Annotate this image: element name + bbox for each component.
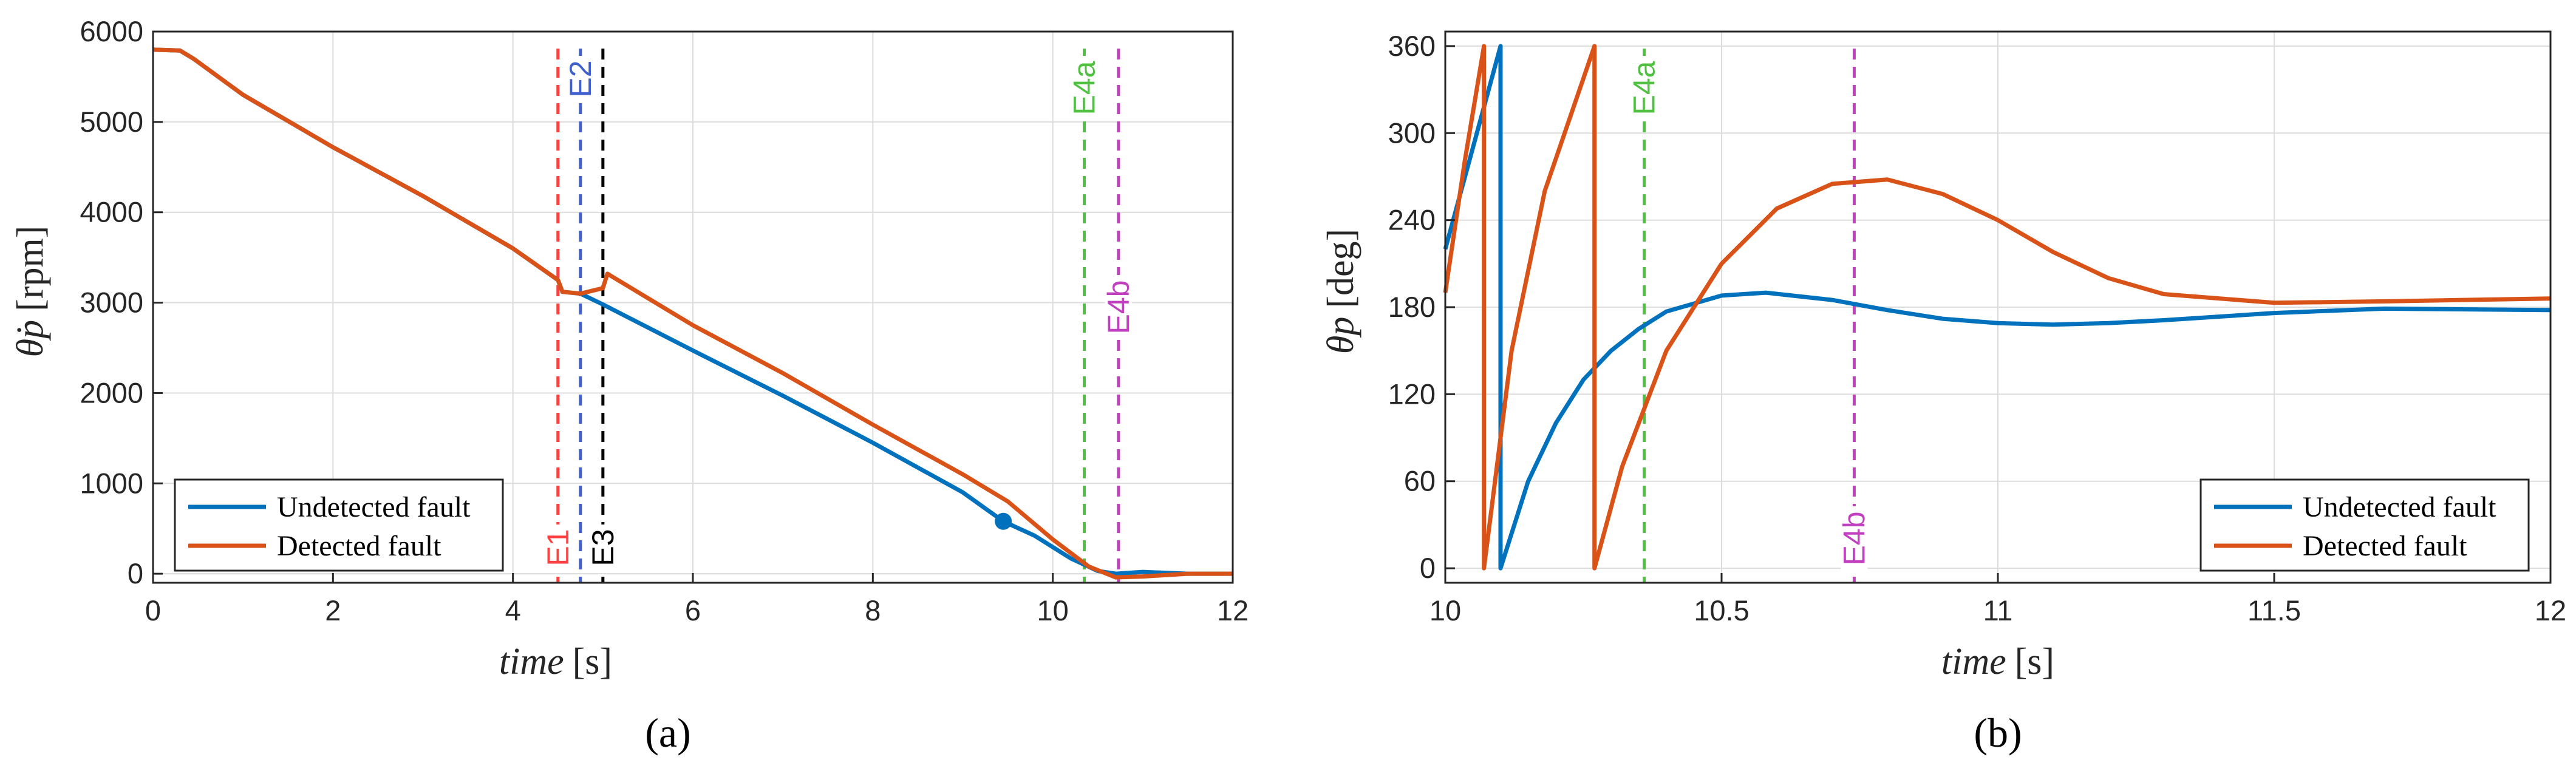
legend-label-b-undetected: Undetected fault	[2303, 491, 2496, 523]
event-label-text-e2-a: E2	[564, 60, 598, 97]
y-tick-labels-b: 0 60 120 180 240 300 360	[1388, 30, 1436, 584]
y-axis-label-a: θ̇p [rpm]	[10, 226, 51, 358]
y-tick-label-a-0: 0	[128, 557, 143, 589]
y-tick-label-a-2: 2000	[80, 376, 143, 409]
caption-b: (b)	[1974, 710, 2022, 756]
event-labels-b: E4a E4b	[1627, 56, 1871, 571]
event-label-e4a-b: E4a	[1627, 56, 1661, 120]
y-tick-label-a-4: 4000	[80, 196, 143, 228]
x-axis-var-b: time	[1941, 641, 2006, 682]
x-tick-label-b-1: 10.5	[1694, 594, 1749, 626]
event-label-e4b-a: E4b	[1102, 275, 1136, 339]
chart-panel-a: 0 2 4 6 8 10 12 0 1000 2000 3000 4000 5000 6000 E1 E2…	[10, 15, 1249, 756]
x-axis-unit-b: [s]	[2015, 641, 2054, 682]
legend-label-a-detected: Detected fault	[277, 530, 441, 562]
x-tick-label-a-0: 0	[145, 594, 161, 626]
y-tick-label-b-0: 0	[1420, 552, 1436, 584]
x-tick-label-b-2: 11	[1983, 594, 2013, 626]
legend-a: Undetected fault Detected fault	[174, 478, 504, 572]
event-label-text-e1-a: E1	[541, 529, 575, 566]
x-tick-labels-b: 10 10.5 11 11.5 12	[1429, 594, 2566, 626]
event-lines-b	[1643, 49, 1856, 583]
legend-label-b-detected: Detected fault	[2303, 530, 2467, 562]
x-tick-label-a-1: 2	[325, 594, 341, 626]
y-axis-unit-b: [deg]	[1320, 229, 1361, 308]
y-tick-label-b-4: 240	[1388, 204, 1436, 236]
legend-b: Undetected fault Detected fault	[2199, 478, 2530, 572]
caption-a: (a)	[645, 710, 690, 756]
y-tick-label-b-5: 300	[1388, 117, 1436, 149]
event-label-text-e3-a: E3	[586, 529, 620, 566]
y-tick-label-b-1: 60	[1404, 465, 1436, 497]
x-tick-label-a-4: 8	[865, 594, 881, 626]
y-tick-label-b-3: 180	[1388, 291, 1436, 323]
event-label-text-e4b-b: E4b	[1837, 512, 1871, 566]
event-label-bg-e4a-a	[1071, 56, 1098, 120]
x-tick-label-a-3: 6	[685, 594, 701, 626]
legend-box-b	[2199, 478, 2530, 572]
x-axis-label-b: time [s]	[1941, 641, 2054, 682]
chart-panel-b: 10 10.5 11 11.5 12 0 60 120 180 240 300 360 E4a E4b…	[1320, 30, 2566, 756]
event-label-bg-e4a-b	[1630, 56, 1658, 120]
event-label-e3-a: E3	[586, 524, 620, 571]
x-tick-label-a-5: 10	[1037, 594, 1069, 626]
y-tick-label-a-1: 1000	[80, 467, 143, 499]
y-tick-label-a-5: 5000	[80, 106, 143, 138]
y-tick-label-a-3: 3000	[80, 287, 143, 319]
series-line-b-detected	[1443, 44, 2551, 571]
event-label-bg-e4b-b	[1841, 506, 1868, 571]
x-tick-labels-a: 0 2 4 6 8 10 12	[145, 594, 1249, 626]
y-tick-label-a-6: 6000	[80, 15, 143, 47]
event-label-bg-e4b-a	[1105, 275, 1132, 339]
event-label-e4b-b: E4b	[1837, 506, 1871, 571]
x-tick-label-b-3: 11.5	[2247, 594, 2301, 626]
series-marker-a-undetected	[995, 512, 1012, 530]
event-lines-a	[556, 49, 1120, 583]
series-a	[152, 47, 1233, 580]
tick-marks-a	[152, 30, 1234, 583]
event-label-text-e4a-a: E4a	[1068, 61, 1102, 115]
event-label-e2-a: E2	[564, 56, 598, 102]
event-labels-a: E1 E2 E3 E4a E4b	[541, 56, 1136, 571]
event-label-e4a-a: E4a	[1068, 56, 1102, 120]
event-label-e1-a: E1	[541, 524, 575, 571]
y-axis-unit-a: [rpm]	[10, 226, 51, 311]
x-tick-label-b-4: 12	[2535, 594, 2566, 626]
event-label-bg-e3-a	[589, 524, 616, 571]
y-tick-labels-a: 0 1000 2000 3000 4000 5000 6000	[80, 15, 143, 589]
x-axis-unit-a: [s]	[573, 641, 612, 682]
y-axis-label-b: θp [deg]	[1320, 229, 1361, 354]
x-axis-label-a: time [s]	[499, 641, 612, 682]
series-b	[1443, 44, 2551, 571]
y-axis-var-b: θp	[1320, 317, 1361, 354]
y-tick-label-b-6: 360	[1388, 30, 1436, 62]
series-line-a-detected	[152, 47, 1233, 580]
x-tick-label-a-6: 12	[1217, 594, 1249, 626]
series-line-b-undetected	[1443, 44, 2551, 571]
event-label-text-e4a-b: E4a	[1627, 61, 1661, 115]
y-tick-label-b-2: 120	[1388, 378, 1436, 410]
x-tick-label-a-2: 4	[505, 594, 521, 626]
y-axis-var-a: θ̇p	[10, 320, 51, 357]
legend-label-a-undetected: Undetected fault	[277, 491, 471, 523]
event-label-text-e4b-a: E4b	[1102, 280, 1136, 334]
legend-box-a	[174, 478, 504, 572]
event-label-bg-e2-a	[567, 56, 594, 102]
x-axis-var-a: time	[499, 641, 564, 682]
event-label-bg-e1-a	[544, 524, 571, 571]
x-tick-label-b-0: 10	[1429, 594, 1461, 626]
tick-marks-b	[1444, 45, 2552, 583]
